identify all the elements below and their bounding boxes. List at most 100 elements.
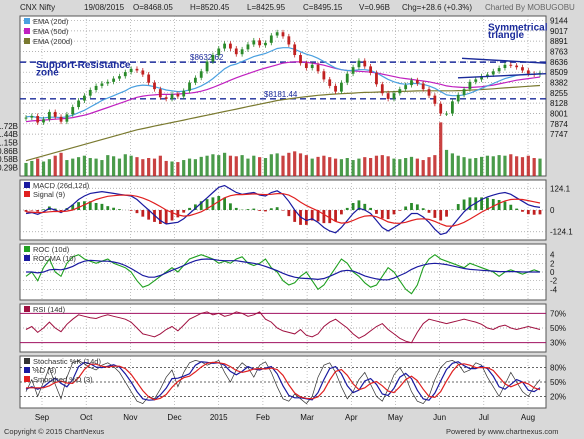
- legend-swatch: [24, 358, 30, 364]
- macd-histogram-bar: [59, 210, 63, 212]
- macd-histogram-bar: [410, 203, 413, 210]
- candle-body: [380, 84, 384, 94]
- candle-body: [158, 89, 162, 98]
- volume-bar: [287, 152, 291, 176]
- macd-histogram-bar: [258, 210, 262, 211]
- x-axis-label: Jun: [433, 413, 446, 422]
- stoch-tick-label: 20%: [550, 392, 566, 401]
- candle-body: [100, 83, 104, 86]
- volume-bar: [369, 158, 373, 176]
- volume-bar: [164, 160, 168, 176]
- candle-body: [88, 89, 92, 96]
- volume-bar: [298, 153, 303, 176]
- roc-tick-label: 4: [550, 251, 555, 260]
- candle-body: [392, 93, 396, 99]
- price-tick-label: 9017: [550, 27, 568, 36]
- candle-body: [246, 44, 250, 50]
- candle-body: [345, 73, 349, 83]
- candle-body: [322, 71, 326, 80]
- volume-bar: [258, 157, 262, 176]
- macd-histogram-bar: [304, 210, 308, 225]
- candle-body: [398, 89, 402, 94]
- volume-bar: [450, 153, 454, 176]
- macd-histogram-bar: [246, 209, 250, 210]
- candle-body: [293, 44, 297, 56]
- candle-body: [427, 89, 431, 96]
- legend-swatch: [24, 28, 30, 34]
- volume-bar: [246, 158, 250, 176]
- macd-histogram-bar: [193, 204, 197, 210]
- triangle-upper-line: [461, 57, 547, 64]
- candle-body: [240, 49, 244, 55]
- macd-histogram-bar: [141, 210, 145, 217]
- volume-bar: [123, 154, 127, 176]
- candle-body: [287, 36, 291, 45]
- macd-histogram-bar: [36, 210, 40, 212]
- candle-body: [83, 95, 86, 101]
- candle-body: [503, 64, 507, 69]
- volume-bar: [217, 155, 221, 176]
- volume-bar: [304, 155, 308, 176]
- candle-body: [199, 71, 203, 78]
- rsi-line: [25, 311, 541, 344]
- candle-body: [334, 85, 337, 92]
- candle-body: [486, 74, 489, 77]
- candle-body: [24, 117, 28, 119]
- macd-histogram-bar: [170, 210, 174, 221]
- macd-histogram-bar: [345, 207, 349, 210]
- candle-body: [415, 80, 419, 84]
- macd-histogram-bar: [147, 210, 151, 220]
- footer-copyright: Copyright © 2015 ChartNexus: [4, 427, 104, 436]
- macd-histogram-bar: [456, 204, 460, 210]
- macd-histogram-bar: [129, 210, 133, 211]
- volume-bar: [479, 156, 484, 176]
- legend-swatch: [24, 367, 30, 373]
- candle-body: [456, 94, 460, 102]
- volume-bar: [433, 155, 437, 176]
- roc-legend-item: ROCMA (10): [33, 254, 76, 263]
- candle-body: [515, 65, 519, 68]
- candle-body: [450, 101, 454, 114]
- volume-bar: [152, 158, 157, 176]
- volume-bar: [193, 159, 197, 176]
- volume-bar: [53, 155, 57, 176]
- volume-bar: [112, 156, 116, 176]
- macd-histogram-bar: [480, 197, 483, 210]
- macd-histogram-bar: [94, 203, 98, 210]
- legend-swatch: [24, 306, 30, 312]
- volume-bar: [345, 158, 349, 176]
- candle-body: [340, 82, 343, 92]
- candle-body: [386, 93, 390, 99]
- stoch-legend-item: %D (3): [33, 366, 57, 375]
- volume-bar: [415, 158, 419, 176]
- header-change: Chg=+28.6 (+0.3%): [402, 3, 472, 12]
- volume-bar: [398, 159, 402, 176]
- macd-histogram-bar: [287, 210, 291, 217]
- macd-histogram-bar: [158, 210, 162, 224]
- macd-histogram-bar: [205, 199, 209, 210]
- candle-body: [47, 111, 51, 120]
- volume-bar: [357, 158, 361, 176]
- volume-bar: [351, 160, 355, 176]
- candle-body: [141, 70, 145, 75]
- candle-body: [30, 115, 34, 118]
- candle-body: [217, 48, 221, 56]
- roc-tick-label: 2: [550, 259, 555, 268]
- macd-histogram-bar: [264, 210, 267, 212]
- macd-histogram-bar: [234, 207, 238, 210]
- macd-histogram-bar: [334, 210, 337, 222]
- volume-bar: [65, 160, 69, 176]
- candle-body: [439, 103, 443, 114]
- roc-tick-label: -2: [550, 277, 558, 286]
- ema50-line: [25, 61, 541, 123]
- roc-tick-label: 0: [550, 268, 555, 277]
- candle-body: [65, 114, 69, 122]
- volume-bar: [158, 155, 162, 176]
- macd-histogram-bar: [30, 210, 34, 211]
- volume-bar: [275, 153, 279, 176]
- macd-histogram-bar: [415, 204, 419, 210]
- macd-histogram-bar: [199, 201, 203, 210]
- price-tick-label: 8763: [550, 48, 568, 57]
- macd-histogram-bar: [427, 210, 431, 213]
